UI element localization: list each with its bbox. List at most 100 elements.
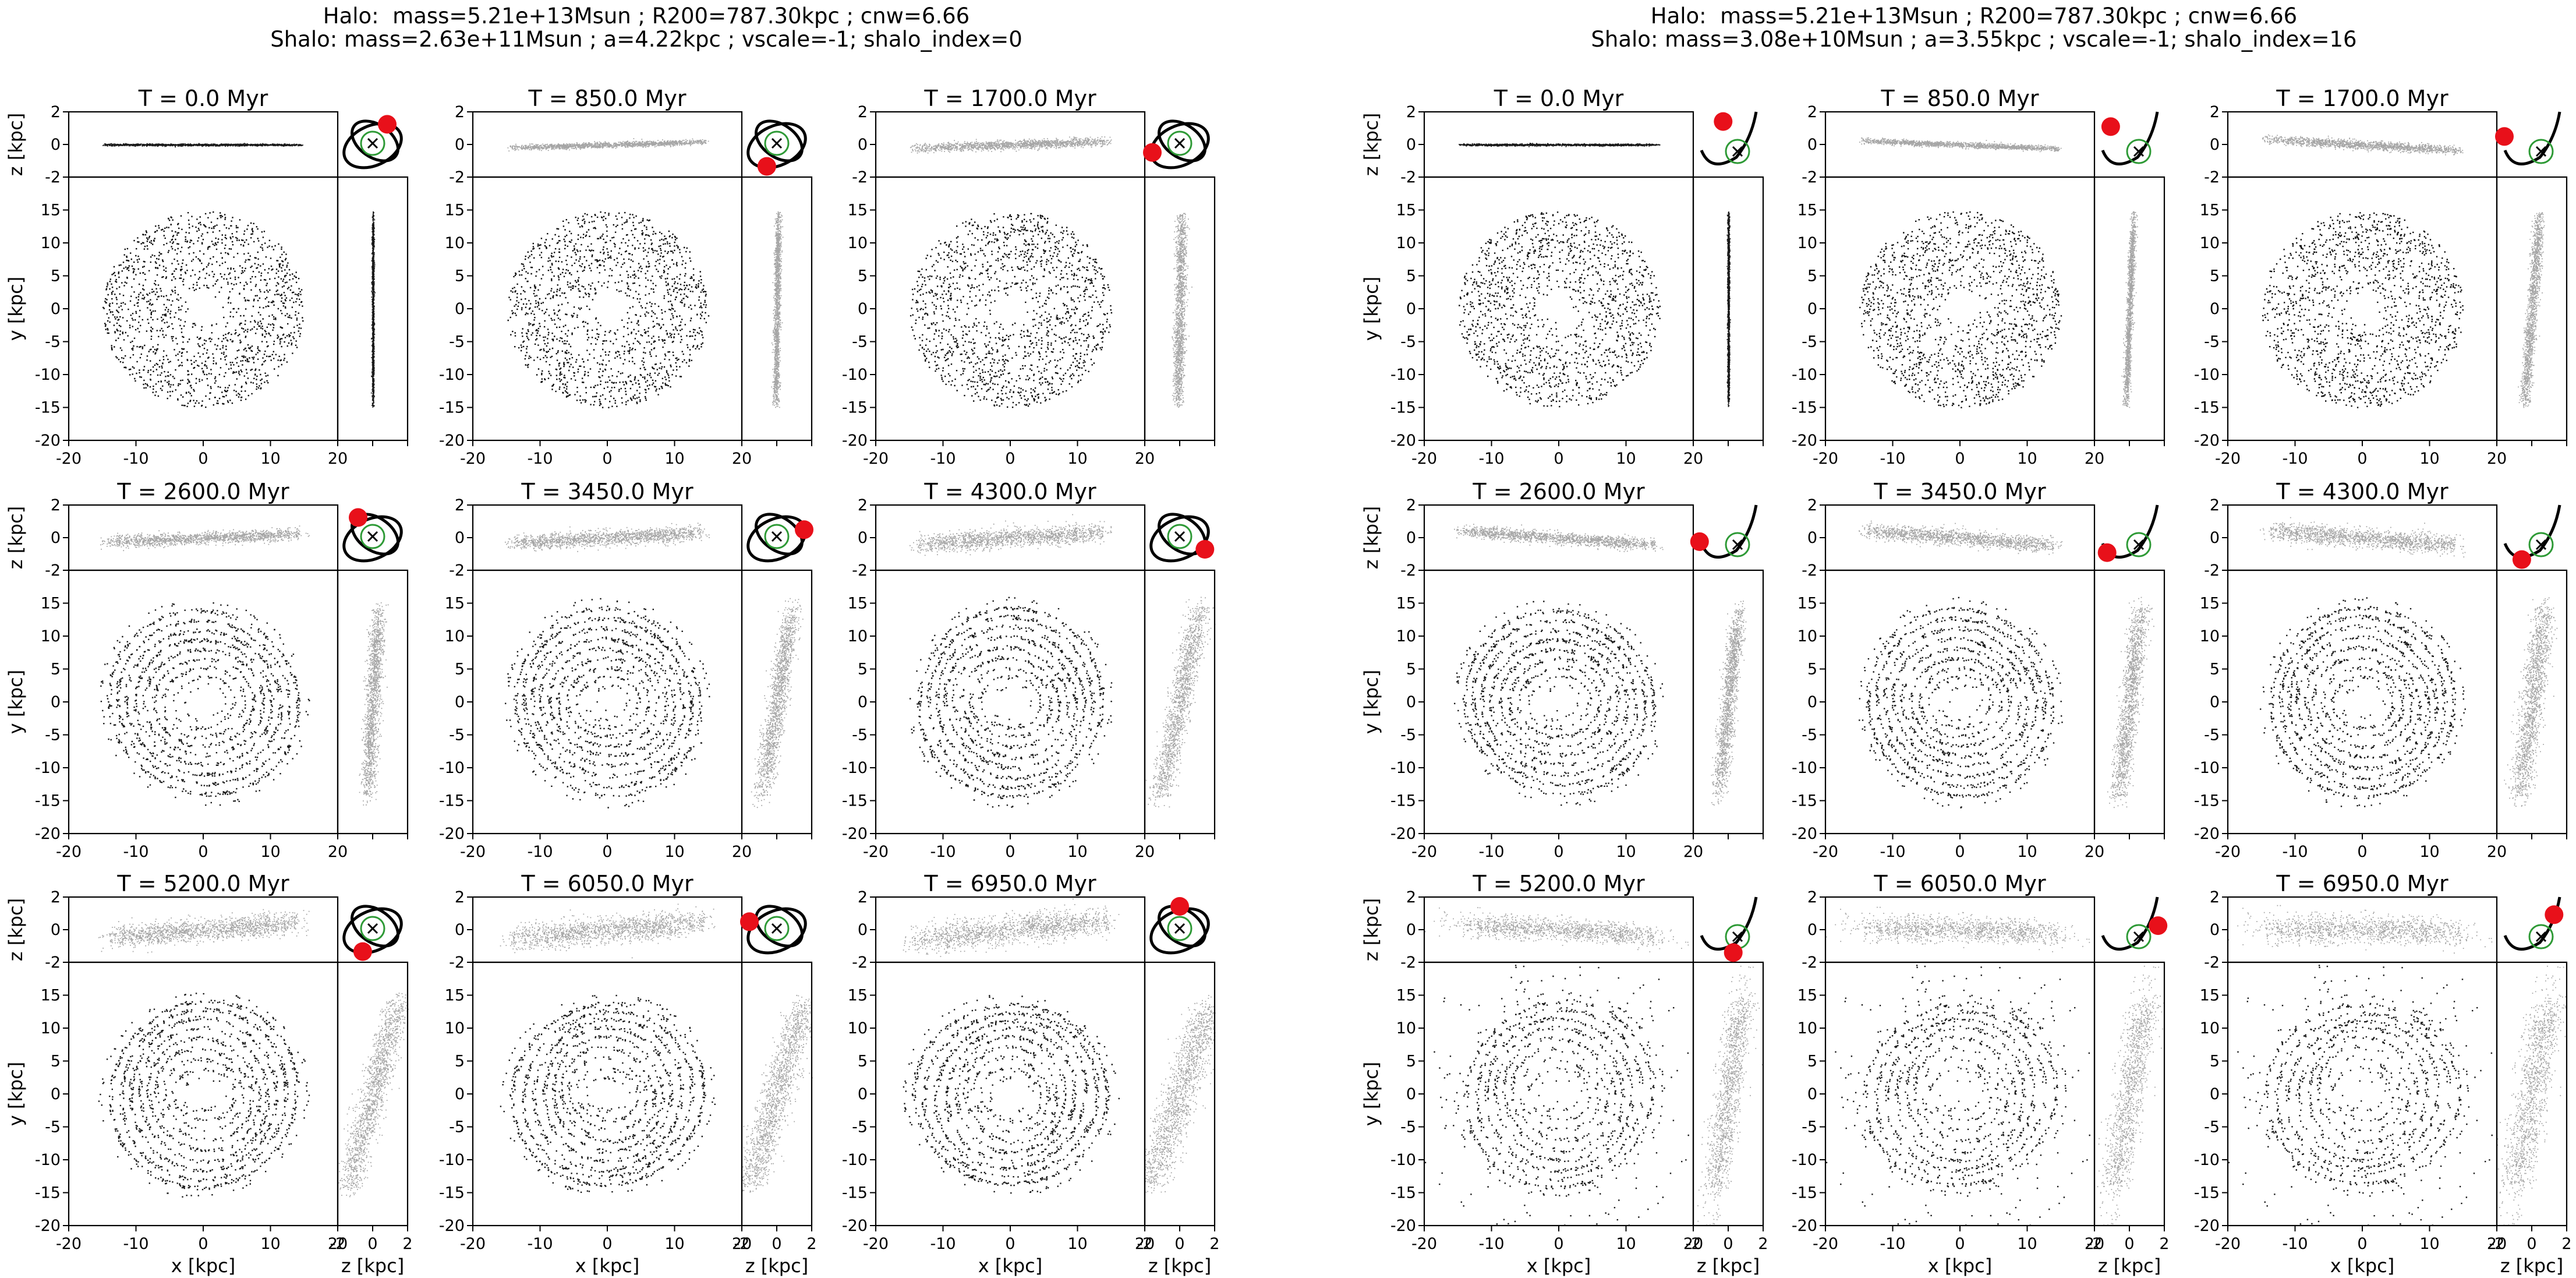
figure-title-left-line2: Shalo: mass=2.63e+11Msun ; a=4.22kpc ; v… [270, 27, 1022, 52]
x-tick-label: 20 [328, 1235, 348, 1253]
satellite-orbit [1158, 119, 1206, 163]
z-tick-label: 0 [1406, 136, 1416, 154]
satellite-orbit [1149, 515, 1210, 563]
face-on-stars [1859, 211, 2062, 408]
edge-on-stars [100, 525, 310, 552]
snapshot-panel: T = 6950.0 Myr-20 -10 0 10 20-20-15-10-50510… [2194, 871, 2572, 1277]
x-axis-label: x [kpc] [978, 1255, 1043, 1277]
y-tick-label: -20 [1792, 825, 1817, 843]
z-tick-label: 0 [51, 136, 61, 154]
x-tick-label: -20 [1813, 1235, 1838, 1253]
satellite-orbit [755, 905, 804, 948]
z-tick-label: 2 [858, 496, 868, 514]
y-tick-label: 0 [1807, 300, 1817, 318]
y-tick-label: -5 [45, 1118, 61, 1136]
x-tick-label: -10 [930, 1235, 956, 1253]
z-tick-label: 0 [455, 136, 465, 154]
side-on-stars [2107, 596, 2154, 809]
host-center-cross [2535, 146, 2547, 157]
satellite-marker [2101, 117, 2120, 136]
y-tick-label: -15 [842, 792, 868, 810]
edge-on-stars [910, 514, 1112, 556]
side-on-axes [1144, 961, 1216, 1227]
y-tick-label: 0 [858, 1085, 868, 1103]
host-marker-circle [360, 524, 385, 549]
x-tick-label: -20 [2215, 843, 2241, 861]
side-on-stars [742, 994, 813, 1193]
z-axis-label: z [kpc] [341, 1255, 404, 1277]
x-axis-label: x [kpc] [575, 1255, 640, 1277]
y-tick-label: -20 [439, 432, 465, 450]
y-tick-label: -15 [2194, 792, 2220, 810]
edge-on-stars [1459, 143, 1661, 147]
x-tick-label: -10 [2282, 843, 2308, 861]
z-axis-label: z [kpc] [1360, 898, 1382, 961]
host-center-cross [2535, 539, 2547, 550]
x-tick-label: 20 [732, 1235, 752, 1253]
z-tick-label: -2 [330, 1235, 346, 1253]
x-tick-label: 0 [602, 843, 612, 861]
x-tick-label: 10 [2419, 1235, 2439, 1253]
z-tick-label: -2 [1400, 954, 1416, 972]
z-tick-label: -2 [734, 1235, 750, 1253]
y-tick-label: -10 [842, 759, 868, 777]
y-tick-label: -20 [2194, 1217, 2220, 1235]
y-tick-label: 10 [445, 627, 465, 645]
host-marker-circle [764, 524, 790, 549]
snapshot-title: T = 0.0 Myr [1494, 86, 1624, 111]
y-tick-label: -20 [35, 825, 61, 843]
edge-on-stars [1424, 907, 1689, 952]
z-tick-label: -2 [1802, 168, 1817, 186]
x-tick-label: 10 [260, 843, 280, 861]
x-tick-label: -10 [2282, 1235, 2308, 1253]
x-tick-label: -20 [863, 450, 889, 468]
satellite-marker [1690, 532, 1709, 551]
satellite-orbit [1700, 504, 1758, 559]
y-tick-label: -10 [1390, 759, 1416, 777]
z-tick-label: 2 [858, 888, 868, 906]
snapshot-panel: T = 3450.0 Myr-20 -10 0 10 20-20-15-10-50510… [439, 479, 813, 861]
x-tick-label: 10 [664, 843, 684, 861]
edge-on-axes [472, 896, 743, 963]
z-tick-label: -2 [449, 168, 465, 186]
satellite-orbit [351, 905, 399, 948]
side-on-stars [359, 602, 389, 806]
side-on-stars [2097, 965, 2165, 1226]
y-tick-label: -10 [439, 366, 465, 384]
y-tick-label: -15 [2194, 1184, 2220, 1202]
x-tick-label: 20 [1683, 450, 1703, 468]
snapshot-panel: T = 5200.0 Myr-20 -10 0 10 20-20-15-10-50510… [1360, 871, 1768, 1277]
y-axis-label: y [kpc] [1360, 277, 1382, 341]
z-tick-label: -2 [2204, 954, 2220, 972]
snapshot-title: T = 1700.0 Myr [2276, 86, 2448, 111]
face-on-axes [2227, 569, 2498, 835]
x-tick-label: -10 [527, 1235, 553, 1253]
y-tick-label: -5 [449, 1118, 465, 1136]
y-tick-label: 5 [858, 661, 868, 679]
z-tick-label: -2 [1802, 954, 1817, 972]
face-on-stars [100, 602, 310, 806]
y-tick-label: 10 [848, 1019, 868, 1037]
edge-on-stars [500, 903, 716, 959]
y-tick-label: 5 [858, 1053, 868, 1071]
edge-on-stars [910, 136, 1112, 154]
z-tick-label: 2 [2210, 888, 2220, 906]
z-tick-label: -2 [2204, 562, 2220, 580]
x-tick-label: 0 [2357, 450, 2367, 468]
y-tick-label: 10 [41, 234, 61, 252]
z-tick-label: 2 [2561, 1235, 2571, 1253]
y-tick-label: 0 [2210, 300, 2220, 318]
x-tick-label: 10 [1616, 1235, 1636, 1253]
host-center-cross [367, 137, 378, 149]
satellite-marker [349, 508, 367, 527]
y-tick-label: 5 [455, 661, 465, 679]
host-center-cross [2535, 931, 2547, 942]
y-tick-label: 5 [51, 1053, 61, 1071]
y-tick-label: -15 [842, 1184, 868, 1202]
x-tick-label: 10 [1067, 450, 1087, 468]
y-tick-label: 0 [858, 693, 868, 711]
host-marker-circle [2126, 924, 2152, 949]
snapshot-panel: T = 850.0 Myr-20 -10 0 10 20-20-15-10-505101… [439, 86, 813, 468]
x-tick-label: 20 [1135, 1235, 1155, 1253]
side-on-stars [771, 211, 784, 408]
